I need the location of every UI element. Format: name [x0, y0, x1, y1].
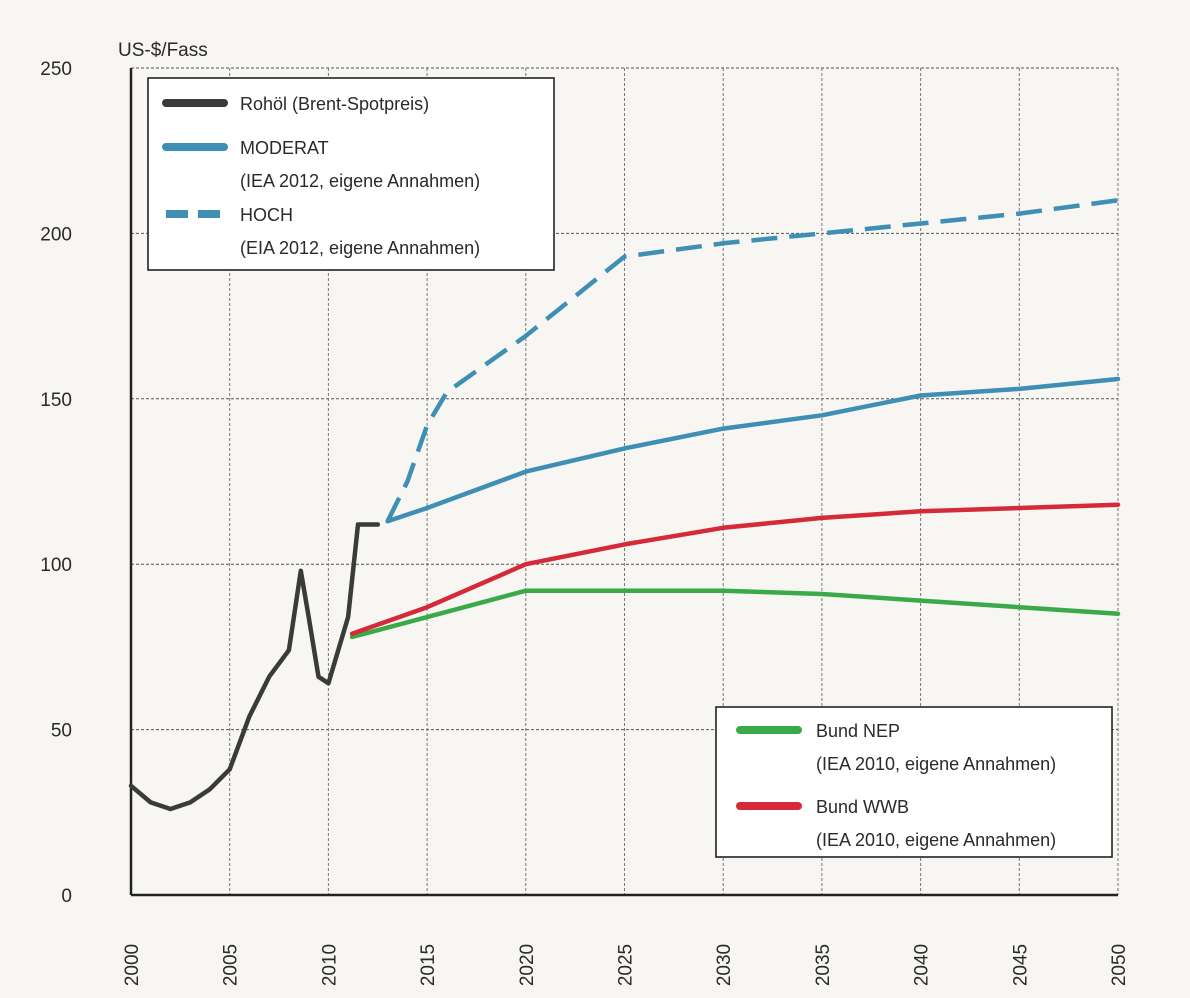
- series-lines: [128, 198, 1121, 812]
- legend-label-bund-wwb: Bund WWB: [816, 797, 909, 817]
- x-tick-label-2005: 2005: [221, 944, 242, 986]
- x-tick-label-2030: 2030: [714, 944, 735, 986]
- legend-note-hoch: (EIA 2012, eigene Annahmen): [240, 238, 480, 258]
- y-axis-label: US-$/Fass: [118, 40, 208, 61]
- x-tick-label-2025: 2025: [616, 944, 637, 986]
- x-tick-label-2040: 2040: [912, 944, 933, 986]
- x-tick-label-2010: 2010: [319, 944, 340, 986]
- x-tick-label-2000: 2000: [122, 944, 143, 986]
- series-line-2: [385, 198, 1119, 523]
- legend-top-left-box: [147, 77, 555, 271]
- legend-top-left: Rohöl (Brent-Spotpreis) MODERAT (IEA 201…: [147, 77, 555, 271]
- legend-bottom-right: Bund NEP (IEA 2010, eigene Annahmen) Bun…: [715, 706, 1113, 858]
- y-tick-label-250: 250: [40, 59, 72, 80]
- x-tick-label-2050: 2050: [1109, 944, 1130, 986]
- x-tick-label-2020: 2020: [517, 944, 538, 986]
- y-tick-label-50: 50: [51, 721, 72, 742]
- x-tick-label-2015: 2015: [418, 944, 439, 986]
- x-tick-label-2045: 2045: [1010, 944, 1031, 986]
- x-tick-label-2035: 2035: [813, 944, 834, 986]
- series-line-3: [349, 588, 1121, 640]
- axes: [129, 68, 1118, 897]
- legend-note-bund-nep: (IEA 2010, eigene Annahmen): [816, 754, 1056, 774]
- y-tick-label-200: 200: [40, 224, 72, 245]
- tick-labels: 0 50 100 150 200 250 2000 2005 2010 2015 2020 2025 2…: [40, 59, 1130, 986]
- y-tick-label-150: 150: [40, 390, 72, 411]
- legend-note-moderat: (IEA 2012, eigene Annahmen): [240, 171, 480, 191]
- legend-label-hoch: HOCH: [240, 205, 293, 225]
- series-line-1: [385, 376, 1121, 524]
- legend-note-bund-wwb: (IEA 2010, eigene Annahmen): [816, 830, 1056, 850]
- y-tick-label-100: 100: [40, 555, 72, 576]
- y-tick-label-0: 0: [61, 886, 72, 907]
- legend-label-moderat: MODERAT: [240, 138, 329, 158]
- legend-label-rohoel: Rohöl (Brent-Spotpreis): [240, 94, 429, 114]
- series-line-0: [128, 522, 381, 812]
- legend-label-bund-nep: Bund NEP: [816, 721, 900, 741]
- series-line-4: [349, 502, 1121, 636]
